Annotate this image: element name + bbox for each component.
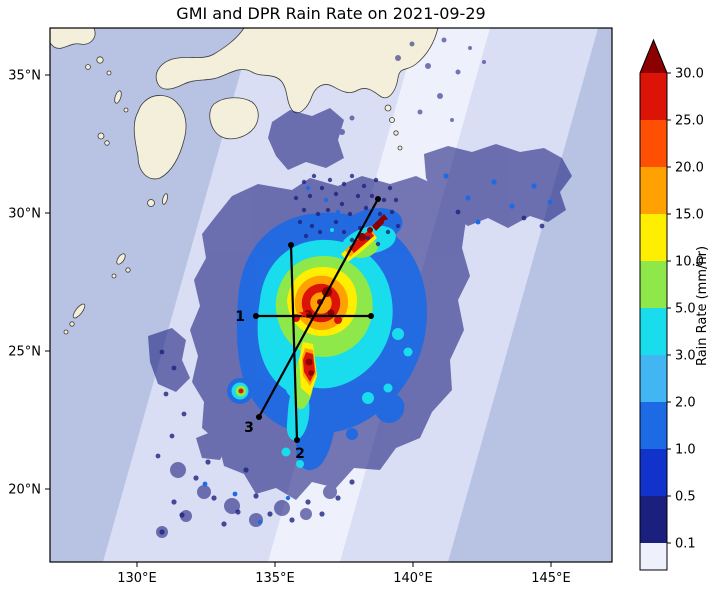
colorbar-tick-labels: 30.0 25.0 20.0 15.0 10.0 5.0 3.0 2.0 1.0… (675, 67, 704, 552)
transects: 1 2 3 ★ (235, 196, 381, 462)
transect-line-3 (258, 198, 379, 418)
transect-label-1: 1 (235, 309, 245, 325)
colorbar-tick-10: 10.0 (675, 255, 704, 270)
colorbar-tick-20: 20.0 (675, 161, 704, 176)
y-tick-label-20n: 20°N (8, 483, 41, 498)
y-tick-label-35n: 35°N (8, 69, 41, 84)
rain-red (238, 230, 374, 394)
colorbar-tick-2: 2.0 (675, 396, 696, 411)
colorbar-axis-label: Rain Rate (mm/hr) (695, 246, 710, 366)
honshu (155, 28, 439, 114)
transect-endpoints (253, 196, 381, 443)
y-tick-label-30n: 30°N (8, 207, 41, 222)
kyushu (133, 95, 187, 180)
rain-speckles (155, 173, 553, 535)
colorbar-tick-3: 3.0 (675, 349, 696, 364)
x-tick-label-135e: 135°E (255, 571, 295, 586)
map-plot: 1 2 3 ★ (50, 28, 612, 562)
colorbar-outline (639, 38, 668, 571)
x-tick-marks (136, 562, 552, 567)
y-axis: 35°N 30°N 25°N 20°N (8, 69, 50, 498)
colorbar-segments (640, 73, 667, 570)
colorbar-tick-05: 0.5 (675, 490, 696, 505)
colorbar-tick-15: 15.0 (675, 208, 704, 223)
x-axis: 130°E 135°E 140°E 145°E (117, 562, 571, 586)
x-tick-label-130e: 130°E (117, 571, 157, 586)
land (50, 28, 439, 335)
x-tick-label-145e: 145°E (531, 571, 571, 586)
storm-center-marker: ★ (298, 307, 310, 322)
transect-line-2 (289, 244, 299, 441)
y-tick-label-25n: 25°N (8, 345, 41, 360)
colorbar-tick-25: 25.0 (675, 114, 704, 129)
transect-label-2: 2 (295, 446, 305, 462)
transect-label-3: 3 (244, 420, 254, 436)
okinawa (72, 303, 86, 319)
y-tick-marks (45, 74, 50, 490)
shikoku (209, 97, 259, 140)
colorbar-tick-marks (667, 72, 671, 544)
colorbar-tick-5: 5.0 (675, 302, 696, 317)
figure-title: GMI and DPR Rain Rate on 2021-09-29 (176, 4, 485, 23)
plot-frame (49, 27, 613, 563)
colorbar: 30.0 25.0 20.0 15.0 10.0 5.0 3.0 2.0 1.0… (639, 38, 710, 571)
colorbar-tick-1: 1.0 (675, 443, 696, 458)
korea-coast (50, 28, 96, 49)
x-tick-label-140e: 140°E (393, 571, 433, 586)
colorbar-over-arrow (640, 40, 667, 73)
colorbar-tick-30: 30.0 (675, 67, 704, 82)
colorbar-tick-01: 0.1 (675, 537, 696, 552)
